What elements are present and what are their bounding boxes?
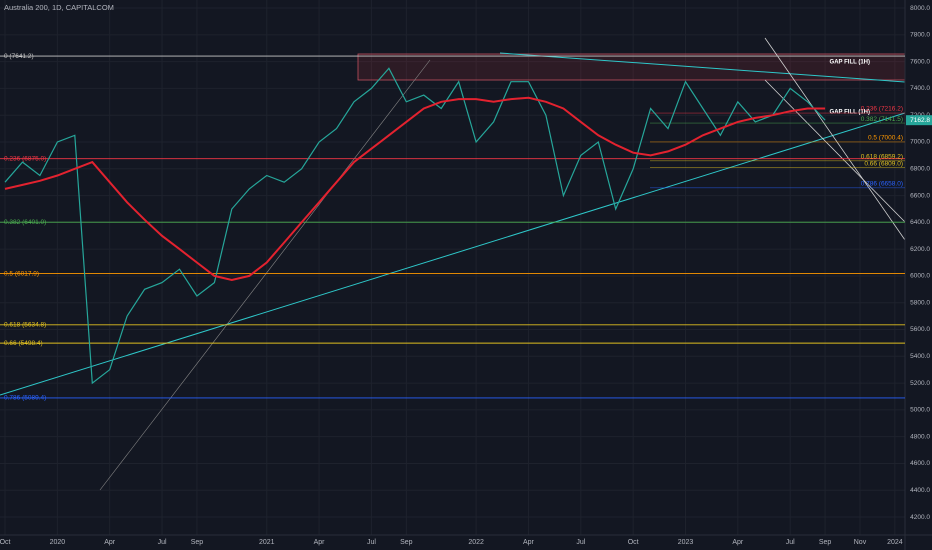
- y-tick-label: 6600.0: [910, 192, 930, 199]
- y-tick-label: 6000.0: [910, 273, 930, 280]
- x-tick-label: Sep: [191, 539, 204, 546]
- annotation: GAP FILL (1H): [830, 110, 870, 116]
- trendline: [0, 112, 906, 396]
- y-tick-label: 5000.0: [910, 407, 930, 414]
- x-tick-label: Oct: [628, 539, 639, 546]
- trendline: [99, 59, 431, 491]
- y-tick-label: 5200.0: [910, 380, 930, 387]
- trendline: [499, 52, 906, 83]
- y-tick-label: 7400.0: [910, 85, 930, 92]
- fib-label: 0.236 (6875.0): [4, 155, 46, 162]
- y-tick-label: 6200.0: [910, 246, 930, 253]
- channel-line: [764, 79, 906, 223]
- fib-label: 0.66 (5498.4): [4, 340, 43, 347]
- x-tick-label: 2022: [468, 539, 484, 546]
- annotation: GAP FILL (1H): [830, 60, 870, 66]
- x-tick-label: 2020: [50, 539, 66, 546]
- fib-label: 0.5 (6017.9): [4, 270, 39, 277]
- x-tick-label: Apr: [104, 539, 116, 546]
- x-tick-label: Apr: [732, 539, 744, 546]
- x-tick-label: Sep: [819, 539, 832, 546]
- y-tick-label: 4200.0: [910, 514, 930, 521]
- fib-label: 0.382 (7141.5): [861, 116, 903, 123]
- fib-label: 0.236 (7216.2): [861, 106, 903, 113]
- chart-title: Australia 200, 1D, CAPITALCOM: [4, 3, 114, 12]
- price-line: [4, 67, 826, 385]
- x-tick-label: Jul: [367, 539, 376, 546]
- price-line: [4, 96, 826, 282]
- y-tick-label: 7000.0: [910, 139, 930, 146]
- fib-label: 0.5 (7000.4): [868, 135, 903, 142]
- x-tick-label: 2023: [678, 539, 694, 546]
- y-tick-label: 6400.0: [910, 219, 930, 226]
- y-tick-label: 7800.0: [910, 32, 930, 39]
- y-tick-label: 4800.0: [910, 433, 930, 440]
- y-tick-label: 8000.0: [910, 5, 930, 12]
- x-tick-label: Oct: [0, 539, 11, 546]
- x-tick-label: Jul: [786, 539, 795, 546]
- x-tick-label: Sep: [400, 539, 413, 546]
- y-tick-label: 6800.0: [910, 165, 930, 172]
- price-tag-label: 7162.8: [910, 117, 930, 124]
- y-tick-label: 5800.0: [910, 299, 930, 306]
- channel-line: [764, 37, 906, 241]
- y-tick-label: 4400.0: [910, 487, 930, 494]
- x-tick-label: Apr: [314, 539, 326, 546]
- price-tag: [906, 115, 932, 126]
- x-tick-label: Apr: [523, 539, 535, 546]
- fib-label: 0.618 (6859.2): [861, 154, 903, 161]
- fib-label: 0.786 (6658.0): [861, 181, 903, 188]
- fib-label: 0.786 (5089.4): [4, 395, 46, 402]
- x-tick-label: Jul: [158, 539, 167, 546]
- y-tick-label: 7600.0: [910, 58, 930, 65]
- fib-label: 0 (7641.2): [4, 53, 34, 60]
- fib-label: 0.66 (6809.0): [864, 160, 903, 167]
- y-tick-label: 4600.0: [910, 460, 930, 467]
- y-tick-label: 5400.0: [910, 353, 930, 360]
- x-tick-label: Nov: [854, 539, 867, 546]
- y-tick-label: 5600.0: [910, 326, 930, 333]
- x-tick-label: 2024: [887, 539, 903, 546]
- fib-label: 0.382 (6401.0): [4, 219, 46, 226]
- fib-label: 0.618 (5634.8): [4, 322, 46, 329]
- x-tick-label: 2021: [259, 539, 275, 546]
- x-tick-label: Jul: [576, 539, 585, 546]
